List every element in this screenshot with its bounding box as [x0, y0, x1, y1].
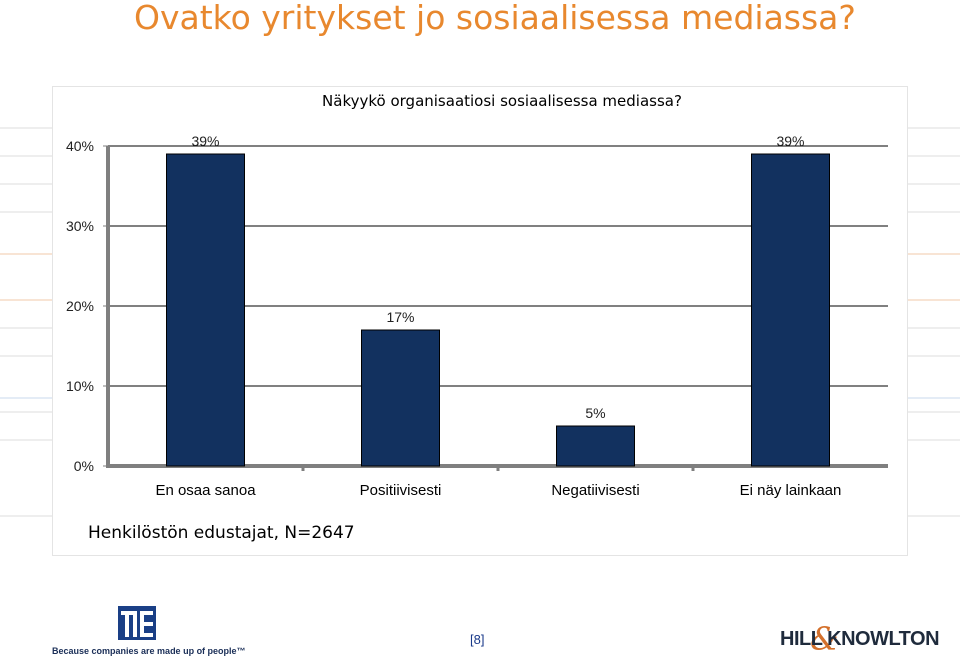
x-category-label: Positiivisesti [360, 482, 442, 499]
bar [751, 153, 830, 467]
logo-text: HILL KNOWLTON [780, 628, 940, 650]
y-tick-label: 30% [66, 218, 94, 234]
chart-title: Näkyykö organisaatiosi sosiaalisessa med… [322, 92, 682, 110]
data-label: 39% [191, 133, 219, 149]
company-logo: Because companies are made up of people™ [52, 606, 246, 658]
y-tick-label: 20% [66, 298, 94, 314]
chart-frame [52, 86, 908, 556]
x-category-label: En osaa sanoa [155, 482, 256, 499]
data-label: 5% [585, 405, 605, 421]
y-tick-label: 0% [74, 458, 94, 474]
page-number: [8] [470, 632, 485, 647]
sample-footnote: Henkilöstön edustajat, N=2647 [88, 523, 355, 543]
y-tick-label: 40% [66, 138, 94, 154]
bar [556, 425, 635, 467]
data-label: 17% [386, 309, 414, 325]
y-tick-label: 10% [66, 378, 94, 394]
hill-knowlton-logo: & HILL KNOWLTON [780, 620, 940, 658]
tagline: Because companies are made up of people™ [52, 646, 246, 656]
data-label: 39% [776, 133, 804, 149]
bar [166, 153, 245, 467]
logo-ampersand: & [810, 620, 839, 658]
x-category-label: Negatiivisesti [551, 482, 639, 499]
ttl-logo-icon [118, 606, 156, 640]
slide-title: Ovatko yritykset jo sosiaalisessa medias… [134, 0, 856, 37]
x-category-label: Ei näy lainkaan [740, 482, 842, 499]
bar [361, 329, 440, 467]
